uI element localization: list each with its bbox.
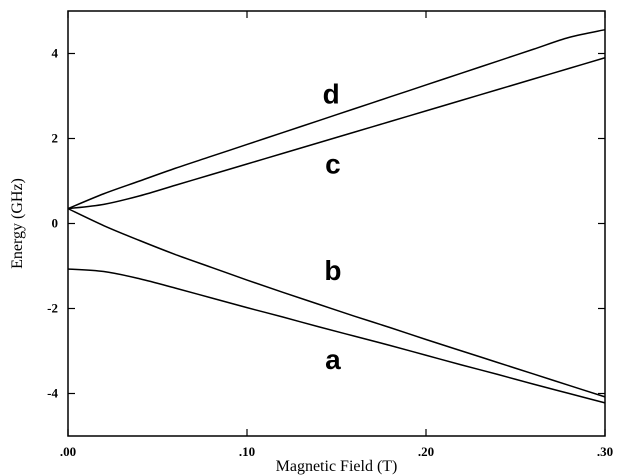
y-tick-label: -2 xyxy=(47,301,58,316)
curve-label-a: a xyxy=(325,344,341,375)
x-axis-title: Magnetic Field (T) xyxy=(276,458,398,475)
y-tick-label: 4 xyxy=(52,46,59,61)
x-tick-label: .00 xyxy=(60,444,76,459)
curve-label-d: d xyxy=(323,78,340,109)
y-tick-label: 0 xyxy=(52,216,59,231)
series-line-c xyxy=(67,57,606,210)
series-lines xyxy=(67,28,606,404)
x-tick-label: .10 xyxy=(239,444,255,459)
series-line-d xyxy=(67,28,606,210)
y-tick-labels: -4 -2 0 2 4 xyxy=(47,46,58,401)
y-tick-label: 2 xyxy=(52,131,59,146)
curve-label-b: b xyxy=(324,255,341,286)
series-line-a xyxy=(67,268,606,404)
curve-labels: d c b a xyxy=(323,78,342,375)
curve-label-c: c xyxy=(325,149,341,180)
x-tick-label: .30 xyxy=(597,444,613,459)
tick-marks xyxy=(67,11,606,436)
x-tick-label: .20 xyxy=(418,444,434,459)
x-tick-labels: .00 .10 .20 .30 xyxy=(60,444,613,459)
y-axis-title: Energy (GHz) xyxy=(9,178,26,269)
y-tick-label: -4 xyxy=(47,386,58,401)
series-line-b xyxy=(67,207,606,398)
